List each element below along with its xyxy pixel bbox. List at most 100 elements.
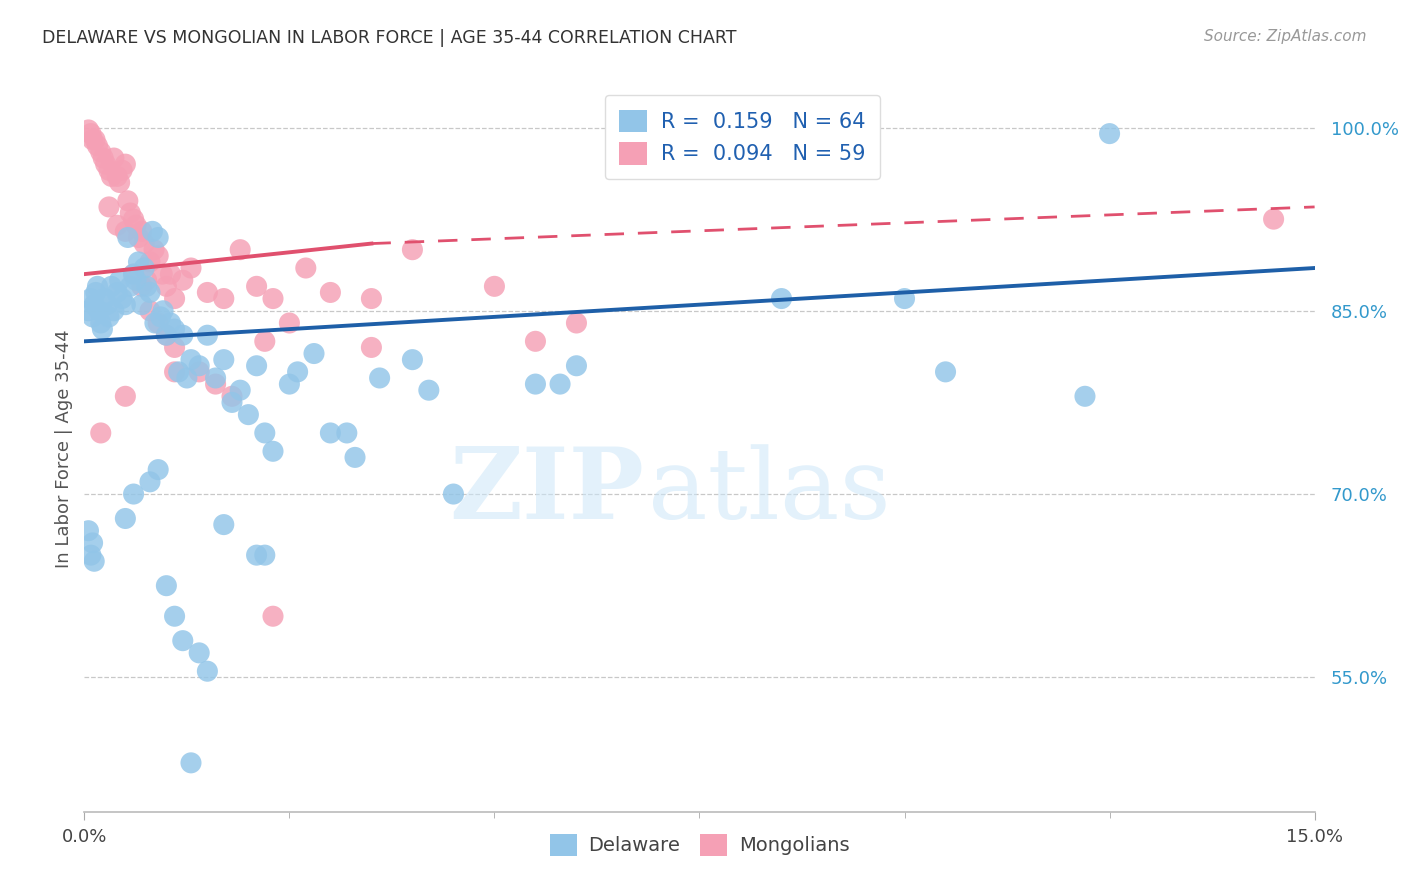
Point <box>163 365 186 379</box>
Point <box>204 371 226 385</box>
Point <box>229 383 252 397</box>
Point <box>84 133 107 147</box>
Point <box>87 303 111 318</box>
Point <box>122 212 145 227</box>
Point <box>167 365 190 379</box>
Text: Source: ZipAtlas.com: Source: ZipAtlas.com <box>1204 29 1367 44</box>
Point <box>91 322 114 336</box>
Point <box>159 316 181 330</box>
Point <box>159 267 181 281</box>
Point <box>135 279 157 293</box>
Point <box>176 371 198 385</box>
Point <box>180 756 202 770</box>
Point <box>221 389 243 403</box>
Point <box>163 340 186 354</box>
Point <box>80 127 103 141</box>
Point <box>770 292 793 306</box>
Point <box>149 310 172 324</box>
Point <box>134 236 156 251</box>
Point <box>172 328 194 343</box>
Point <box>141 224 163 238</box>
Point <box>155 279 177 293</box>
Point <box>188 359 211 373</box>
Text: DELAWARE VS MONGOLIAN IN LABOR FORCE | AGE 35-44 CORRELATION CHART: DELAWARE VS MONGOLIAN IN LABOR FORCE | A… <box>42 29 737 46</box>
Legend: Delaware, Mongolians: Delaware, Mongolians <box>541 826 858 863</box>
Point <box>98 163 120 178</box>
Point <box>246 548 269 562</box>
Point <box>197 328 219 343</box>
Point <box>197 285 219 300</box>
Point <box>143 243 166 257</box>
Point <box>155 328 177 343</box>
Text: atlas: atlas <box>648 444 890 540</box>
Point <box>212 292 235 306</box>
Point <box>114 511 136 525</box>
Point <box>131 224 153 238</box>
Point <box>77 303 100 318</box>
Point <box>401 352 423 367</box>
Point <box>221 395 243 409</box>
Point <box>278 377 301 392</box>
Point <box>100 279 122 293</box>
Point <box>893 292 915 306</box>
Point <box>246 359 269 373</box>
Point <box>163 292 186 306</box>
Point <box>82 133 104 147</box>
Point <box>131 279 153 293</box>
Point <box>117 194 139 208</box>
Point <box>344 450 367 465</box>
Point <box>117 230 139 244</box>
Point <box>360 340 382 354</box>
Point <box>401 243 423 257</box>
Point <box>94 157 117 171</box>
Point <box>80 548 103 562</box>
Point <box>148 230 170 244</box>
Point <box>105 285 128 300</box>
Point <box>122 267 145 281</box>
Point <box>98 310 120 324</box>
Point <box>548 377 571 392</box>
Point <box>319 285 342 300</box>
Point <box>253 425 276 440</box>
Point <box>111 163 134 178</box>
Point <box>96 298 118 312</box>
Point <box>108 176 131 190</box>
Point <box>77 524 100 538</box>
Point <box>139 285 162 300</box>
Point <box>143 316 166 330</box>
Point <box>90 425 112 440</box>
Point <box>120 206 142 220</box>
Point <box>163 322 186 336</box>
Point <box>197 664 219 678</box>
Point <box>1098 127 1121 141</box>
Point <box>287 365 309 379</box>
Point <box>105 169 128 184</box>
Point <box>212 517 235 532</box>
Point <box>155 328 177 343</box>
Point <box>103 303 125 318</box>
Point <box>188 365 211 379</box>
Point <box>172 633 194 648</box>
Point <box>565 359 588 373</box>
Point <box>90 316 112 330</box>
Point <box>295 260 318 275</box>
Point <box>139 303 162 318</box>
Point <box>114 224 136 238</box>
Point <box>180 352 202 367</box>
Point <box>229 243 252 257</box>
Point <box>163 609 186 624</box>
Point <box>204 377 226 392</box>
Point <box>368 371 391 385</box>
Point <box>135 273 157 287</box>
Point <box>212 352 235 367</box>
Point <box>935 365 957 379</box>
Point <box>319 425 342 440</box>
Point <box>148 249 170 263</box>
Point <box>131 298 153 312</box>
Point <box>80 292 103 306</box>
Point <box>94 292 117 306</box>
Point <box>86 279 108 293</box>
Point <box>188 646 211 660</box>
Point <box>103 151 125 165</box>
Point <box>262 292 284 306</box>
